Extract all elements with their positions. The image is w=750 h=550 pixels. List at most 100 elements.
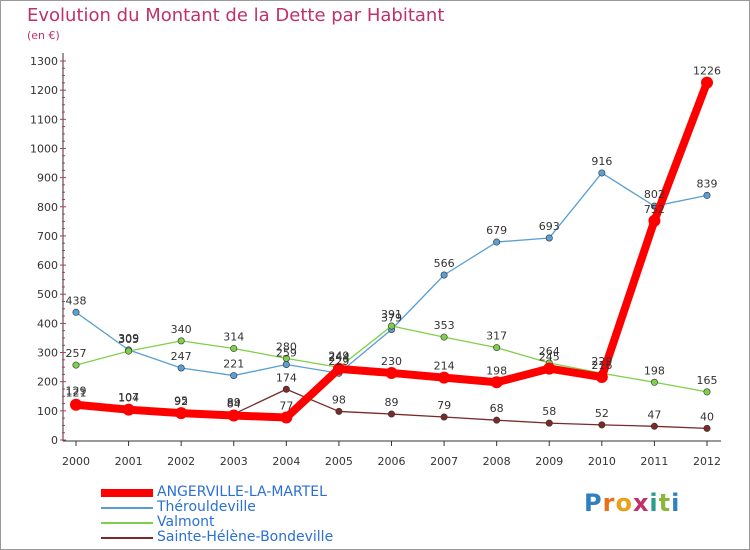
data-label: 84 (227, 398, 241, 411)
data-point (282, 360, 290, 368)
data-point (650, 422, 658, 430)
data-label: 58 (542, 405, 556, 418)
data-label: 216 (591, 359, 612, 372)
y-tick-label: 600 (37, 259, 58, 272)
data-label: 198 (486, 364, 507, 377)
data-label: 52 (595, 407, 609, 420)
data-point (280, 411, 293, 424)
data-label: 229 (591, 355, 612, 368)
x-tick-label: 2005 (325, 455, 353, 468)
data-label: 40 (700, 410, 714, 423)
y-tick-label: 500 (37, 288, 58, 301)
y-tick-label: 1200 (30, 84, 58, 97)
legend-swatch (101, 507, 153, 509)
logo-letter: i (671, 489, 681, 517)
data-point (648, 214, 661, 227)
data-point (703, 191, 711, 199)
data-label: 391 (381, 308, 402, 321)
chart-subtitle: (en €) (27, 29, 60, 42)
data-label: 1226 (693, 65, 721, 78)
logo-letter: P (584, 489, 603, 517)
x-tick-label: 2012 (693, 455, 721, 468)
data-point (440, 333, 448, 341)
data-point (72, 308, 80, 316)
data-label: 693 (539, 220, 560, 233)
data-label: 47 (647, 408, 661, 421)
y-tick-label: 700 (37, 230, 58, 243)
data-point (440, 271, 448, 279)
data-label: 317 (486, 330, 507, 343)
data-label: 198 (644, 364, 665, 377)
data-label: 257 (66, 347, 87, 360)
data-point (125, 347, 133, 355)
data-label: 214 (434, 360, 455, 373)
x-tick-label: 2003 (220, 455, 248, 468)
data-label: 229 (328, 355, 349, 368)
data-label: 165 (697, 374, 718, 387)
data-point (72, 361, 80, 369)
y-tick-label: 800 (37, 201, 58, 214)
data-point (387, 322, 395, 330)
data-label: 679 (486, 224, 507, 237)
x-tick-label: 2006 (378, 455, 406, 468)
data-label: 89 (385, 396, 399, 409)
data-point (177, 337, 185, 345)
data-point (493, 344, 501, 352)
data-label: 129 (66, 384, 87, 397)
x-tick-label: 2010 (588, 455, 616, 468)
data-point (177, 364, 185, 372)
data-point (703, 388, 711, 396)
data-point (493, 238, 501, 246)
data-point (701, 76, 713, 89)
data-point (493, 416, 501, 424)
data-label: 839 (697, 177, 718, 190)
data-label: 353 (434, 319, 455, 332)
data-label: 68 (490, 402, 504, 415)
data-point (595, 371, 608, 384)
data-point (175, 407, 188, 420)
y-tick-label: 200 (37, 376, 58, 389)
data-point (440, 413, 448, 421)
data-point (598, 169, 606, 177)
y-tick-label: 900 (37, 172, 58, 185)
logo-letter: x (632, 489, 650, 517)
y-tick-label: 300 (37, 347, 58, 360)
y-tick-label: 400 (37, 317, 58, 330)
data-label: 752 (644, 203, 665, 216)
data-label: 107 (118, 391, 139, 404)
x-tick-label: 2001 (115, 455, 143, 468)
data-label: 280 (276, 340, 297, 353)
data-point (545, 234, 553, 242)
data-label: 340 (171, 323, 192, 336)
y-tick-label: 1000 (30, 142, 58, 155)
data-label: 79 (437, 399, 451, 412)
data-label: 309 (118, 332, 139, 345)
x-tick-label: 2004 (272, 455, 300, 468)
x-tick-label: 2007 (430, 455, 458, 468)
logo-letter: t (658, 489, 672, 517)
data-point (545, 419, 553, 427)
data-label: 221 (223, 358, 244, 371)
y-tick-label: 0 (51, 434, 58, 447)
data-label: 802 (644, 188, 665, 201)
logo-letter: r (602, 489, 616, 517)
data-point (230, 372, 238, 380)
chart-title: Evolution du Montant de la Dette par Hab… (27, 5, 445, 26)
data-point (543, 362, 556, 375)
data-point (282, 354, 290, 362)
y-tick-label: 1300 (30, 55, 58, 68)
y-tick-label: 100 (37, 405, 58, 418)
data-point (282, 385, 290, 393)
legend-swatch (101, 537, 153, 539)
data-label: 77 (279, 400, 293, 413)
proxiti-logo: Proxiti (584, 489, 680, 517)
legend-label: Sainte-Hélène-Bondeville (157, 529, 334, 545)
data-label: 314 (223, 330, 244, 343)
data-label: 92 (174, 395, 188, 408)
legend-label: Thérouldeville (157, 499, 256, 515)
logo-letter: i (649, 489, 659, 517)
x-tick-label: 2008 (483, 455, 511, 468)
data-label: 916 (591, 155, 612, 168)
data-point (122, 403, 135, 416)
